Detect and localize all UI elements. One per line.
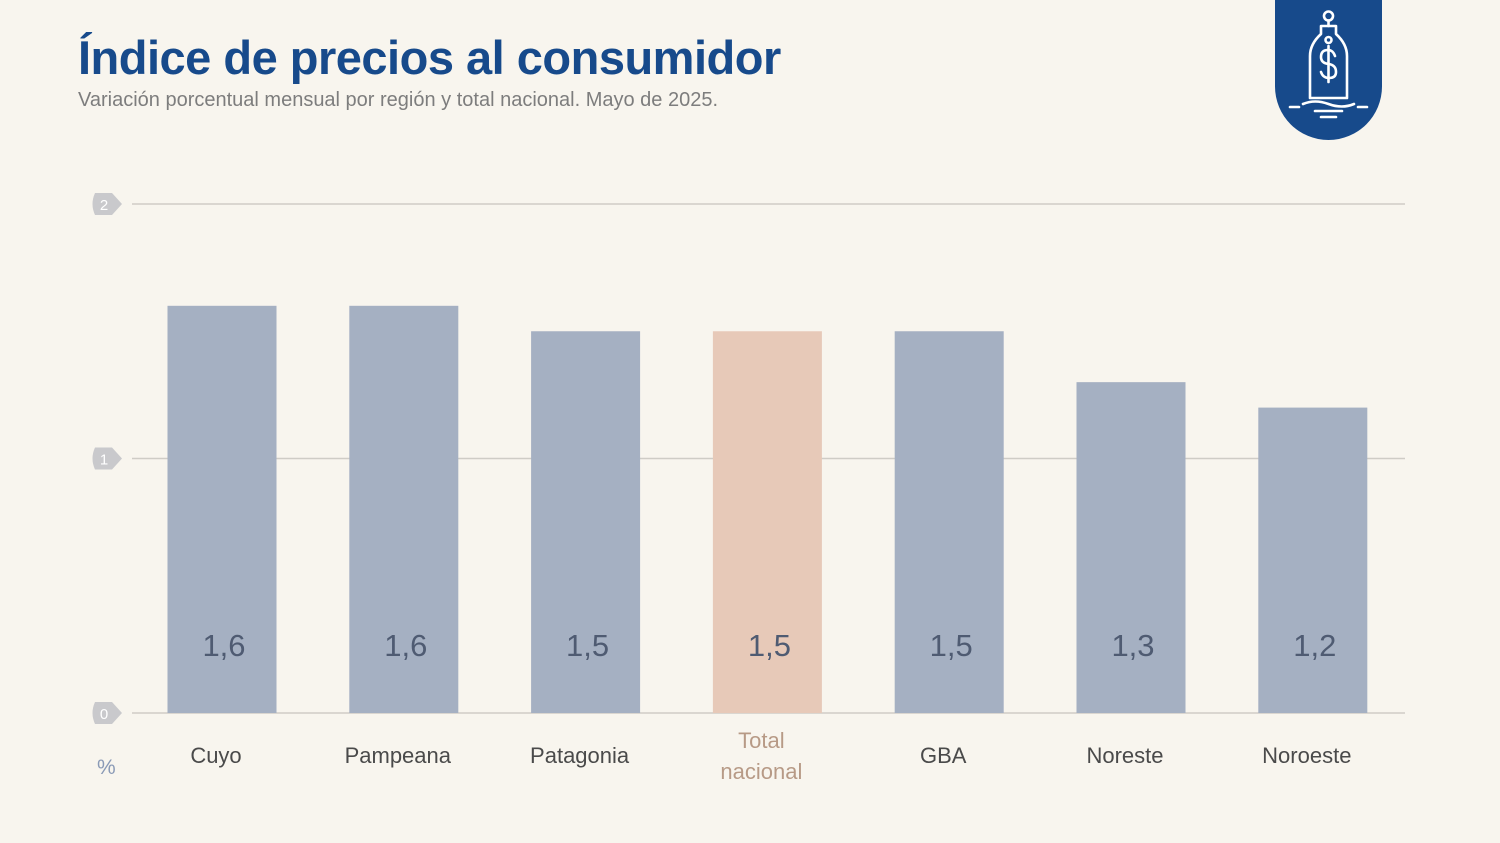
bar [349,305,459,713]
y-tick-label: 0 [100,706,108,723]
bar-value-label: 1,5 [930,628,973,663]
y-tick-badge [92,702,122,724]
price-tag-dollar-icon [1288,10,1369,119]
x-tick-label: Patagonia [530,743,630,768]
x-tick-label: Pampeana [345,743,452,768]
bar-value-label: 1,6 [384,628,427,663]
bar-value-label: 1,3 [1111,628,1154,663]
bar-value-label: 1,6 [202,628,245,663]
bar [1076,382,1186,713]
bar [531,331,641,713]
x-tick-label: nacional [720,759,802,784]
chart-title: Índice de precios al consumidor [78,31,781,84]
y-tick-badge [92,447,122,470]
chart-subtitle: Variación porcentual mensual por región … [78,89,719,111]
x-tick-label: Total [738,728,784,753]
y-tick-badge [92,193,122,215]
price-tag-badge [1275,0,1382,140]
bar [167,305,277,713]
bar-value-label: 1,2 [1293,628,1336,663]
x-tick-label: GBA [920,743,967,768]
bar-value-label: 1,5 [566,628,609,663]
y-axis-unit-label: % [97,756,116,779]
x-tick-label: Noreste [1086,743,1163,768]
bar [1258,407,1368,713]
bar [894,331,1004,713]
y-tick-label: 1 [100,452,108,469]
y-tick-label: 2 [100,197,108,214]
x-tick-label: Cuyo [190,743,241,768]
bar [712,331,822,713]
bar-value-label: 1,5 [748,628,791,663]
x-tick-label: Noroeste [1262,743,1351,768]
